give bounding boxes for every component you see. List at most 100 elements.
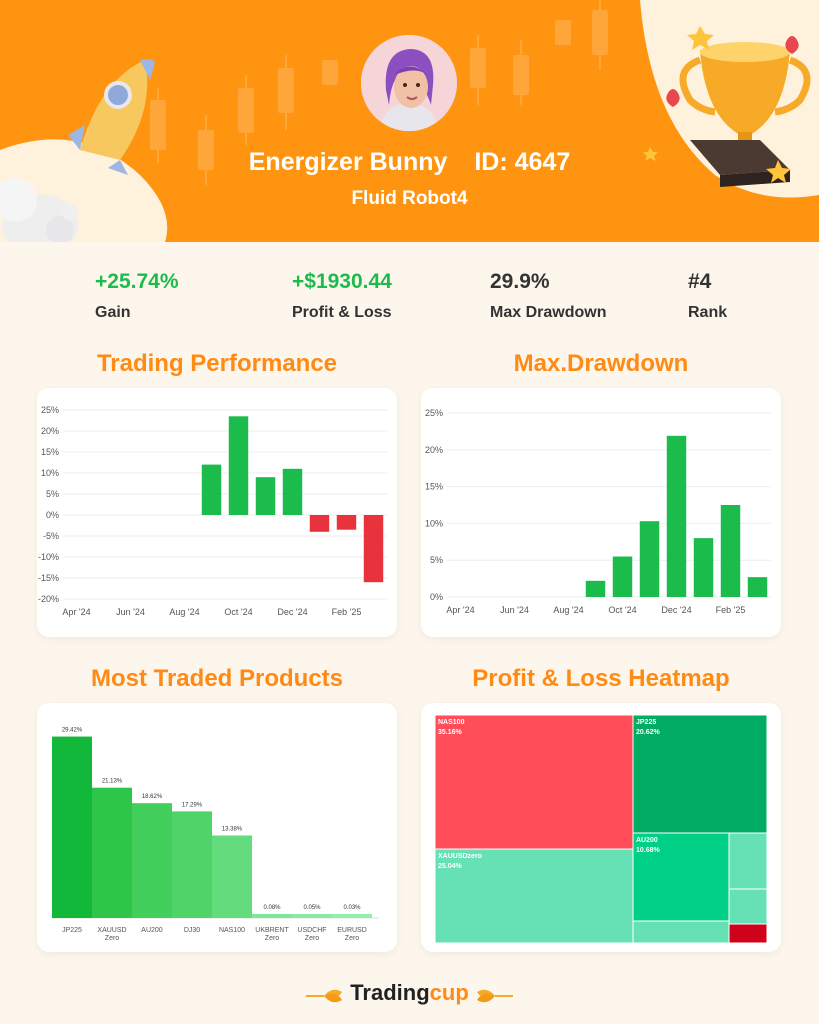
bar: [52, 736, 92, 918]
x-tick-label: Aug '24: [169, 607, 199, 617]
stat-max-drawdown: 29.9% Max Drawdown: [490, 270, 606, 322]
bar: [639, 521, 660, 597]
brand-text-a: Trading: [350, 980, 430, 1005]
stat-rank-value: #4: [688, 270, 712, 293]
profile-id: ID: 4647: [474, 148, 571, 176]
x-tick-label: Jun '24: [500, 605, 529, 615]
bar: [255, 477, 276, 515]
bar: [201, 464, 222, 515]
x-tick-label: Dec '24: [277, 607, 307, 617]
stat-rank: #4 Rank: [688, 270, 727, 322]
heatmap-cell: [632, 920, 730, 944]
bar: [92, 787, 132, 918]
stat-profit-loss-value: +$1930.44: [292, 270, 392, 293]
category-label: DJ30: [184, 927, 200, 934]
bar: [363, 515, 384, 583]
category-label: JP225: [62, 927, 82, 934]
data-label: 0.08%: [263, 905, 281, 911]
bar: [666, 435, 687, 597]
heatmap-card: NAS100 35.16% JP225 20.62% XAUUSDzero 25.04% A…: [421, 703, 781, 952]
category-label: UKBRENT: [255, 927, 289, 934]
category-label: EURUSD: [337, 927, 367, 934]
y-tick-label: 20%: [425, 445, 443, 455]
category-label: Zero: [305, 935, 320, 942]
profile-header: Energizer Bunny ID: 4647 Fluid Robot4: [0, 0, 819, 242]
data-label: 21.13%: [102, 779, 123, 785]
trading-performance-card: 25% 20% 15% 10% 5% 0% -5% -10% -15% -20% Apr '24 Ju…: [37, 388, 397, 637]
avatar-image: [361, 35, 457, 131]
category-label: Zero: [345, 935, 360, 942]
bar: [747, 577, 768, 597]
heatmap-title: Profit & Loss Heatmap: [472, 665, 730, 692]
y-tick-label: 5%: [430, 555, 443, 565]
most-traded-chart: 29.42%JP22521.13%XAUUSDZero18.62%AU20017…: [52, 728, 379, 942]
category-label: Zero: [265, 935, 280, 942]
trophy-icon: [643, 26, 811, 187]
data-label: 18.62%: [142, 794, 163, 800]
heatmap-cells: NAS100 35.16% JP225 20.62% XAUUSDzero 25.04% A…: [434, 714, 768, 944]
y-tick-label: -15%: [38, 573, 59, 583]
bar: [132, 803, 172, 918]
bar: [720, 505, 741, 597]
heatmap-cell: [434, 714, 634, 850]
data-label: 13.38%: [222, 826, 243, 832]
trading-performance-chart: 25% 20% 15% 10% 5% 0% -5% -10% -15% -20%Apr '24 Ju…: [38, 405, 387, 617]
heatmap-cell-value: 25.04%: [438, 863, 463, 870]
brand-logo: Tradingcup: [350, 980, 469, 1005]
most-traded-title: Most Traded Products: [90, 665, 344, 692]
stat-rank-label: Rank: [688, 304, 728, 321]
bar: [212, 835, 252, 918]
max-drawdown-card: 25% 20% 15% 10% 5% 0% Apr '24 Jun '24 Aug '24 Oct…: [421, 388, 781, 637]
y-tick-label: -5%: [43, 531, 59, 541]
leaf-right-icon: [477, 989, 514, 1003]
bar: [292, 914, 332, 918]
y-tick-label: 0%: [46, 510, 59, 520]
most-traded-card: 29.42% JP225 21.13% XAUUSD Zero 18.62% AU200 17…: [37, 703, 397, 952]
x-tick-label: Oct '24: [608, 605, 636, 615]
avatar: [361, 35, 457, 131]
profile-name: Energizer Bunny: [248, 148, 448, 176]
trading-performance-title: Trading Performance: [96, 350, 338, 377]
stat-gain-value: +25.74%: [95, 270, 179, 293]
footer: Tradingcup: [0, 980, 819, 1006]
heatmap-chart: NAS100 35.16% JP225 20.62% XAUUSDzero 25.04% A…: [434, 714, 768, 944]
stat-max-drawdown-label: Max Drawdown: [490, 304, 607, 321]
y-tick-label: -20%: [38, 594, 59, 604]
profile-name-line: Energizer Bunny ID: 4647: [0, 148, 819, 177]
x-tick-label: Apr '24: [446, 605, 474, 615]
x-tick-label: Oct '24: [224, 607, 252, 617]
category-label: XAUUSD: [97, 927, 126, 934]
y-tick-label: 10%: [425, 518, 443, 528]
y-tick-label: 5%: [46, 489, 59, 499]
stat-max-drawdown-value: 29.9%: [490, 270, 550, 293]
bar: [693, 538, 714, 597]
heatmap-cell: [728, 888, 768, 925]
heatmap-cell-value: 10.68%: [636, 847, 661, 854]
y-tick-label: 15%: [41, 447, 59, 457]
heatmap-cell-value: 35.16%: [438, 729, 463, 736]
bar: [252, 914, 292, 918]
category-label: USDCHF: [297, 927, 326, 934]
bar: [336, 515, 357, 530]
bar: [612, 556, 633, 597]
data-label: 0.03%: [343, 905, 361, 911]
stat-gain: +25.74% Gain: [95, 270, 179, 322]
y-tick-label: 0%: [430, 592, 443, 602]
heatmap-cell: [728, 923, 768, 944]
x-tick-label: Aug '24: [553, 605, 583, 615]
x-tick-label: Dec '24: [661, 605, 691, 615]
heatmap-cell-label: AU200: [636, 837, 658, 844]
x-tick-label: Feb '25: [716, 605, 746, 615]
y-tick-label: 15%: [425, 482, 443, 492]
heatmap-cell-value: 20.62%: [636, 729, 661, 736]
x-tick-label: Feb '25: [332, 607, 362, 617]
heatmap-cell-label: XAUUSDzero: [438, 853, 482, 860]
bar: [228, 416, 249, 515]
y-tick-label: -10%: [38, 552, 59, 562]
y-tick-label: 20%: [41, 426, 59, 436]
rocket-icon: [0, 59, 155, 242]
robot-name: Fluid Robot4: [351, 188, 468, 209]
bar: [309, 515, 330, 532]
heatmap-cell: [632, 714, 768, 834]
x-tick-label: Apr '24: [62, 607, 90, 617]
